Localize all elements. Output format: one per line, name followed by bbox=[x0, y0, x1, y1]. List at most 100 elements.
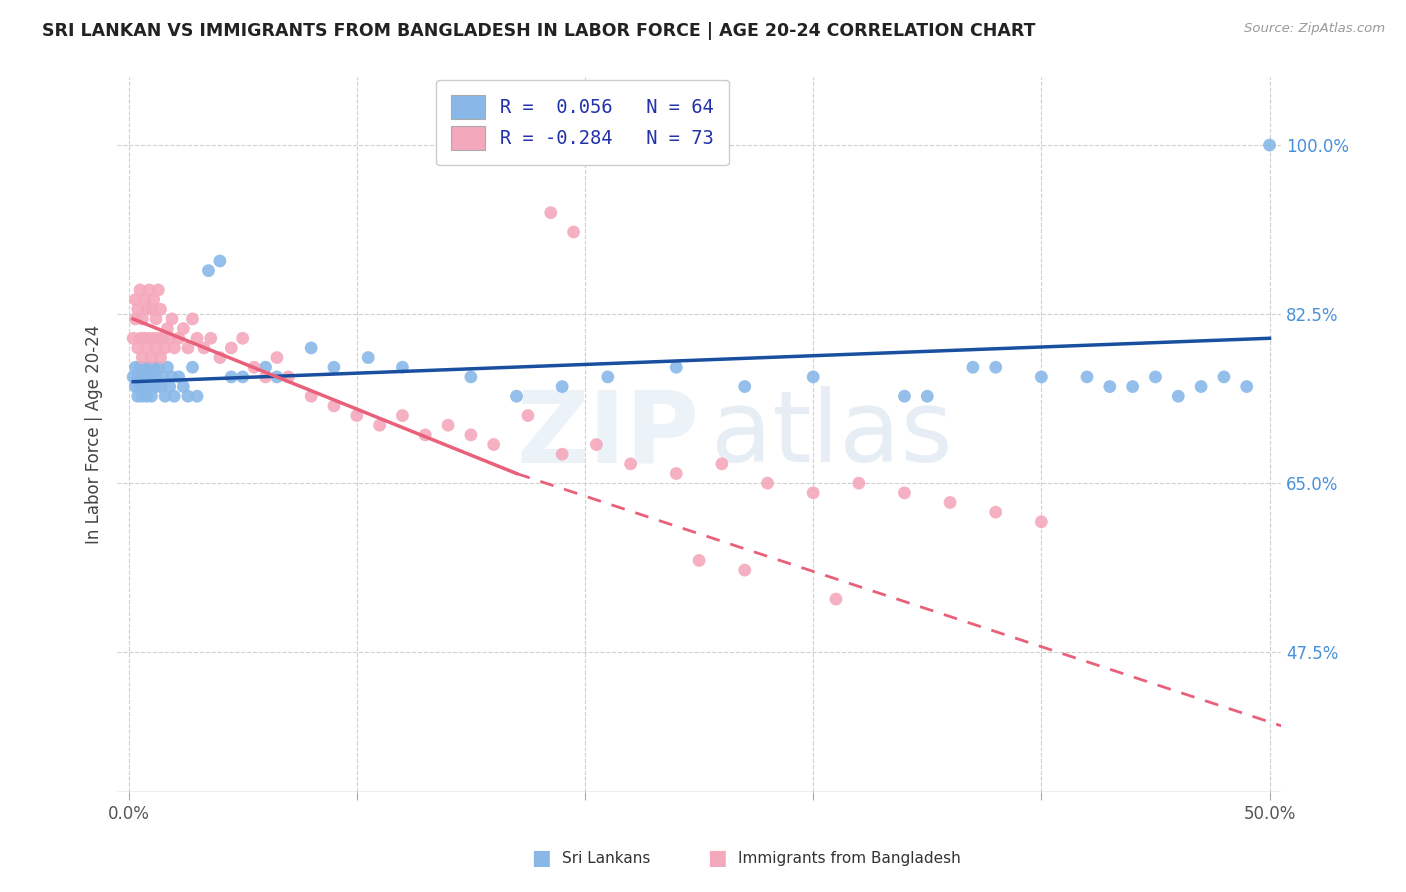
Point bbox=[134, 379, 156, 393]
Text: ■: ■ bbox=[707, 848, 727, 868]
Point bbox=[129, 360, 152, 375]
Point bbox=[141, 351, 163, 365]
Point bbox=[962, 360, 984, 375]
Point bbox=[145, 341, 167, 355]
Point bbox=[186, 331, 208, 345]
Point bbox=[145, 312, 167, 326]
Point bbox=[848, 476, 870, 491]
Point bbox=[391, 409, 413, 423]
Point bbox=[299, 389, 322, 403]
Text: ■: ■ bbox=[531, 848, 551, 868]
Point bbox=[135, 370, 157, 384]
Point bbox=[357, 351, 380, 365]
Point bbox=[148, 360, 170, 375]
Point bbox=[299, 341, 322, 355]
Point bbox=[153, 341, 176, 355]
Point bbox=[127, 389, 149, 403]
Point bbox=[917, 389, 939, 403]
Point bbox=[131, 370, 153, 384]
Point bbox=[149, 379, 172, 393]
Point bbox=[1212, 370, 1234, 384]
Point bbox=[124, 360, 146, 375]
Point bbox=[665, 360, 688, 375]
Point bbox=[893, 389, 915, 403]
Point bbox=[620, 457, 643, 471]
Point bbox=[482, 437, 505, 451]
Point bbox=[368, 418, 391, 433]
Point bbox=[801, 370, 824, 384]
Y-axis label: In Labor Force | Age 20-24: In Labor Force | Age 20-24 bbox=[86, 326, 103, 544]
Point bbox=[551, 379, 574, 393]
Point bbox=[149, 351, 172, 365]
Point bbox=[177, 341, 200, 355]
Point bbox=[129, 331, 152, 345]
Point bbox=[138, 331, 160, 345]
Point bbox=[437, 418, 460, 433]
Point bbox=[149, 302, 172, 317]
Point bbox=[138, 360, 160, 375]
Point bbox=[193, 341, 215, 355]
Point bbox=[232, 331, 254, 345]
Point bbox=[254, 360, 277, 375]
Point bbox=[413, 428, 436, 442]
Point bbox=[141, 389, 163, 403]
Text: atlas: atlas bbox=[710, 386, 952, 483]
Point bbox=[710, 457, 733, 471]
Point bbox=[551, 447, 574, 461]
Point bbox=[756, 476, 779, 491]
Point bbox=[734, 379, 756, 393]
Point bbox=[346, 409, 368, 423]
Point bbox=[124, 312, 146, 326]
Point bbox=[159, 379, 181, 393]
Point bbox=[596, 370, 619, 384]
Point bbox=[254, 370, 277, 384]
Point bbox=[1076, 370, 1098, 384]
Point bbox=[129, 379, 152, 393]
Point bbox=[172, 321, 194, 335]
Text: ZIP: ZIP bbox=[516, 386, 699, 483]
Point bbox=[505, 138, 527, 153]
Text: Source: ZipAtlas.com: Source: ZipAtlas.com bbox=[1244, 22, 1385, 36]
Point bbox=[131, 312, 153, 326]
Point bbox=[153, 389, 176, 403]
Point bbox=[127, 302, 149, 317]
Point bbox=[142, 360, 165, 375]
Point bbox=[138, 379, 160, 393]
Point bbox=[1098, 379, 1121, 393]
Point bbox=[562, 225, 585, 239]
Point bbox=[152, 370, 174, 384]
Point bbox=[138, 283, 160, 297]
Point bbox=[186, 389, 208, 403]
Point bbox=[148, 283, 170, 297]
Point bbox=[129, 283, 152, 297]
Point bbox=[1189, 379, 1212, 393]
Point bbox=[163, 389, 186, 403]
Point bbox=[200, 331, 222, 345]
Point bbox=[145, 370, 167, 384]
Point bbox=[152, 331, 174, 345]
Point bbox=[232, 370, 254, 384]
Point bbox=[266, 370, 288, 384]
Point bbox=[135, 341, 157, 355]
Point bbox=[127, 370, 149, 384]
Point bbox=[1258, 138, 1281, 153]
Point bbox=[688, 553, 710, 567]
Point bbox=[277, 370, 299, 384]
Point bbox=[156, 321, 179, 335]
Point bbox=[135, 302, 157, 317]
Point bbox=[167, 331, 190, 345]
Point bbox=[516, 409, 538, 423]
Point bbox=[145, 379, 167, 393]
Point bbox=[1122, 379, 1144, 393]
Point bbox=[177, 389, 200, 403]
Legend: R =  0.056   N = 64, R = -0.284   N = 73: R = 0.056 N = 64, R = -0.284 N = 73 bbox=[436, 79, 728, 165]
Text: Sri Lankans: Sri Lankans bbox=[562, 851, 651, 865]
Point bbox=[148, 331, 170, 345]
Point bbox=[391, 360, 413, 375]
Point bbox=[585, 437, 607, 451]
Point bbox=[505, 389, 527, 403]
Point bbox=[167, 370, 190, 384]
Point bbox=[801, 485, 824, 500]
Point bbox=[124, 293, 146, 307]
Point bbox=[134, 331, 156, 345]
